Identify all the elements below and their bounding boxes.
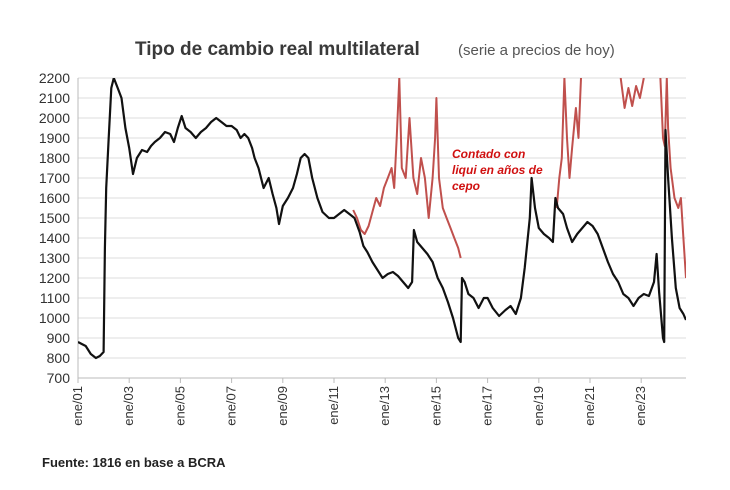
annotation-ccl-line-2: liqui en años de <box>452 163 543 177</box>
y-tick-label: 700 <box>47 370 71 386</box>
series-line-ccl <box>619 78 645 109</box>
x-tick-label: ene/03 <box>121 386 136 426</box>
y-tick-label: 1800 <box>39 150 70 166</box>
x-axis: ene/01 ene/03 ene/05 ene/07 ene/09 ene/11 ene/… <box>70 377 686 426</box>
x-tick-label: ene/13 <box>377 386 392 426</box>
x-tick-label: ene/15 <box>428 386 443 426</box>
y-tick-label: 1400 <box>39 230 70 246</box>
x-tick-label: ene/17 <box>480 386 495 426</box>
source-note: Fuente: 1816 en base a BCRA <box>42 455 226 470</box>
y-tick-label: 1700 <box>39 170 70 186</box>
y-tick-label: 1500 <box>39 210 70 226</box>
x-tick-label: ene/05 <box>172 386 187 426</box>
series-line-ccl <box>352 78 462 259</box>
x-tick-label: ene/19 <box>531 386 546 426</box>
y-tick-label: 800 <box>47 350 71 366</box>
x-tick-label: ene/09 <box>275 386 290 426</box>
chart-subtitle: (serie a precios de hoy) <box>458 42 615 59</box>
y-axis: 700 800 900 1000 1100 1200 1300 1400 1500 1600 170… <box>39 70 79 386</box>
y-tick-label: 1900 <box>39 130 70 146</box>
series-line-ccl <box>555 78 582 209</box>
chart-title: Tipo de cambio real multilateral (serie … <box>135 39 615 60</box>
series-line-ccl <box>659 78 686 279</box>
annotation-ccl-line-1: Contado con <box>452 147 525 161</box>
y-tick-label: 1100 <box>40 290 70 306</box>
x-tick-label: ene/11 <box>326 386 341 425</box>
y-tick-label: 1200 <box>39 270 70 286</box>
y-tick-label: 900 <box>47 330 71 346</box>
y-tick-label: 1000 <box>39 310 70 326</box>
y-tick-label: 2200 <box>39 70 70 86</box>
x-tick-label: ene/01 <box>70 386 85 426</box>
chart-title-main: Tipo de cambio real multilateral <box>135 39 420 60</box>
y-tick-label: 2100 <box>39 90 70 106</box>
y-tick-label: 2000 <box>39 110 70 126</box>
series-lines <box>78 78 686 360</box>
y-tick-label: 1600 <box>39 190 70 206</box>
x-tick-label: ene/23 <box>633 386 648 426</box>
y-tick-label: 1300 <box>39 250 70 266</box>
x-tick-label: ene/21 <box>582 386 597 426</box>
x-tick-label: ene/07 <box>224 386 239 426</box>
annotation-ccl-line-3: cepo <box>452 179 480 193</box>
series-line-official <box>78 78 686 360</box>
